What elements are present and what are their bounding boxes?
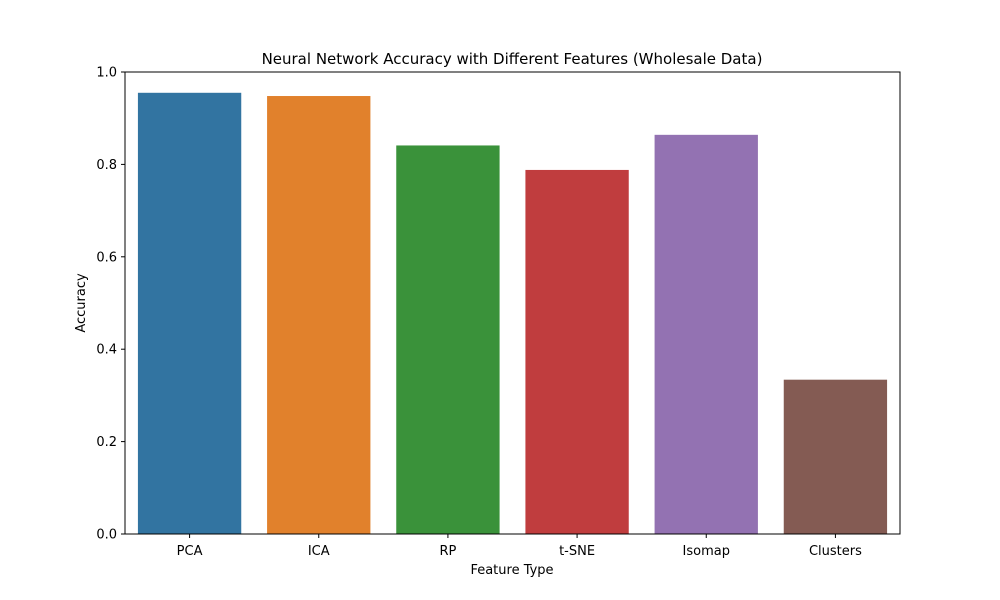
y-tick-label: 0.0 [96,528,117,543]
y-axis: 0.0 0.2 0.4 0.6 0.8 1.0 [96,66,125,543]
x-tick-label: PCA [177,544,203,559]
bar-clusters [783,379,888,534]
bars-group [137,92,888,535]
x-axis-label: Feature Type [470,563,553,578]
y-tick-label: 0.2 [96,435,117,450]
x-tick-label: Clusters [809,544,862,559]
y-axis-label: Accuracy [74,273,89,333]
x-tick-label: t-SNE [559,544,595,559]
bar-rp [396,145,500,534]
chart-title: Neural Network Accuracy with Different F… [262,50,763,68]
x-tick-label: ICA [308,544,330,559]
bar-ica [267,96,371,535]
x-tick-label: RP [439,544,456,559]
bar-pca [137,92,242,534]
plot-frame [124,71,901,535]
y-tick-label: 0.8 [96,158,117,173]
y-tick-label: 1.0 [96,66,117,81]
x-tick-label: Isomap [683,544,730,559]
y-tick-label: 0.4 [96,343,117,358]
bar-isomap [654,134,758,534]
bar-t-sne [525,169,629,534]
x-axis: PCA ICA RP t-SNE Isomap Clusters [177,534,862,559]
y-tick-label: 0.6 [96,250,117,265]
